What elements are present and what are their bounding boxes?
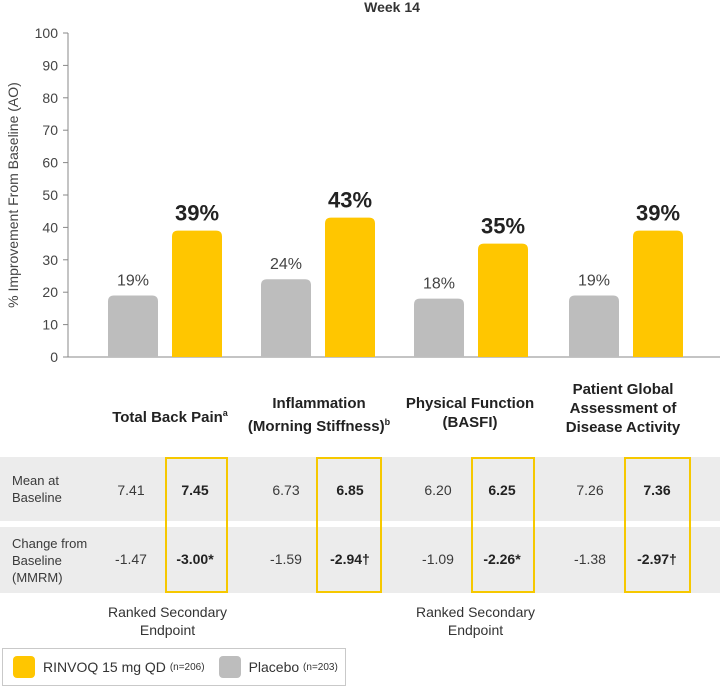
cell-rinvoq-mean-4: 7.36 — [643, 482, 671, 498]
highlight-box-3 — [471, 457, 535, 593]
cell-rinvoq-mean-1: 7.45 — [181, 482, 209, 498]
row-label-change-baseline: Change from Baseline (MMRM) — [12, 536, 88, 585]
legend-swatch-rinvoq — [13, 656, 35, 678]
row-label-mean-baseline: Mean at Baseline — [12, 473, 62, 505]
endpoint-label-1: Ranked Secondary Endpoint — [107, 604, 228, 638]
legend-n-rinvoq: (n=206) — [169, 661, 205, 673]
cell-rinvoq-change-1: -3.00* — [176, 551, 214, 567]
bar-placebo-4 — [569, 295, 619, 357]
cell-placebo-change-4: -1.38 — [574, 551, 606, 567]
cell-rinvoq-change-3: -2.26* — [483, 551, 521, 567]
y-tick-label-100: 100 — [35, 25, 59, 41]
y-tick-label-30: 30 — [42, 252, 58, 268]
category-label-total-back-pain: Total Back Paina — [112, 408, 228, 426]
y-tick-label-90: 90 — [42, 57, 58, 73]
cell-rinvoq-change-2: -2.94† — [330, 551, 370, 567]
legend-label-placebo: Placebo — [248, 659, 300, 675]
y-tick-label-10: 10 — [42, 317, 58, 333]
category-label-patient-global: Patient Global Assessment of Disease Act… — [565, 381, 681, 436]
legend: RINVOQ 15 mg QD (n=206) Placebo (n=203) — [2, 648, 346, 686]
cell-placebo-change-3: -1.09 — [422, 551, 454, 567]
legend-label-rinvoq: RINVOQ 15 mg QD — [43, 659, 166, 675]
data-label-rinvoq-3: 35% — [481, 214, 525, 239]
data-label-rinvoq-2: 43% — [328, 188, 372, 213]
cell-placebo-mean-1: 7.41 — [117, 482, 145, 498]
category-label-physical-function: Physical Function (BASFI) — [405, 395, 535, 431]
bar-placebo-2 — [261, 279, 311, 357]
y-tick-label-20: 20 — [42, 284, 58, 300]
y-tick-label-40: 40 — [42, 219, 58, 235]
y-tick-label-50: 50 — [42, 187, 58, 203]
bar-placebo-3 — [414, 298, 464, 357]
data-label-placebo-4: 19% — [578, 272, 610, 289]
cell-rinvoq-mean-2: 6.85 — [336, 482, 364, 498]
bar-rinvoq-1 — [172, 230, 222, 357]
legend-swatch-placebo — [218, 656, 241, 678]
legend-n-placebo: (n=203) — [303, 661, 338, 673]
cell-rinvoq-change-4: -2.97† — [637, 551, 677, 567]
bar-rinvoq-4 — [633, 230, 683, 357]
y-tick-label-0: 0 — [50, 349, 58, 365]
endpoint-label-2: Ranked Secondary Endpoint — [415, 604, 536, 638]
data-label-rinvoq-1: 39% — [175, 201, 219, 226]
table-row-change-baseline — [0, 527, 720, 593]
bar-placebo-1 — [108, 295, 158, 357]
highlight-box-1 — [165, 457, 228, 593]
cell-placebo-mean-3: 6.20 — [424, 482, 452, 498]
bar-rinvoq-3 — [478, 243, 528, 357]
highlight-box-4 — [624, 457, 691, 593]
chart-title: Week 14 — [364, 0, 420, 15]
bar-chart: Week 14 % Improvement From Baseline (AO) 0… — [5, 0, 720, 365]
data-label-placebo-3: 18% — [423, 276, 455, 293]
y-tick-label-70: 70 — [42, 122, 58, 138]
y-axis-label: % Improvement From Baseline (AO) — [5, 82, 21, 308]
cell-rinvoq-mean-3: 6.25 — [488, 482, 516, 498]
cell-placebo-change-2: -1.59 — [270, 551, 302, 567]
data-label-placebo-2: 24% — [270, 256, 302, 273]
y-tick-label-60: 60 — [42, 155, 58, 171]
cell-placebo-mean-2: 6.73 — [272, 482, 300, 498]
y-tick-label-80: 80 — [42, 90, 58, 106]
cell-placebo-change-1: -1.47 — [115, 551, 147, 567]
data-label-rinvoq-4: 39% — [636, 201, 680, 226]
bar-rinvoq-2 — [325, 217, 375, 357]
table-row-mean-baseline — [0, 457, 720, 521]
data-label-placebo-1: 19% — [117, 272, 149, 289]
category-label-inflammation: Inflammation (Morning Stiffness)b — [247, 395, 391, 435]
highlight-box-2 — [316, 457, 382, 593]
cell-placebo-mean-4: 7.26 — [576, 482, 604, 498]
